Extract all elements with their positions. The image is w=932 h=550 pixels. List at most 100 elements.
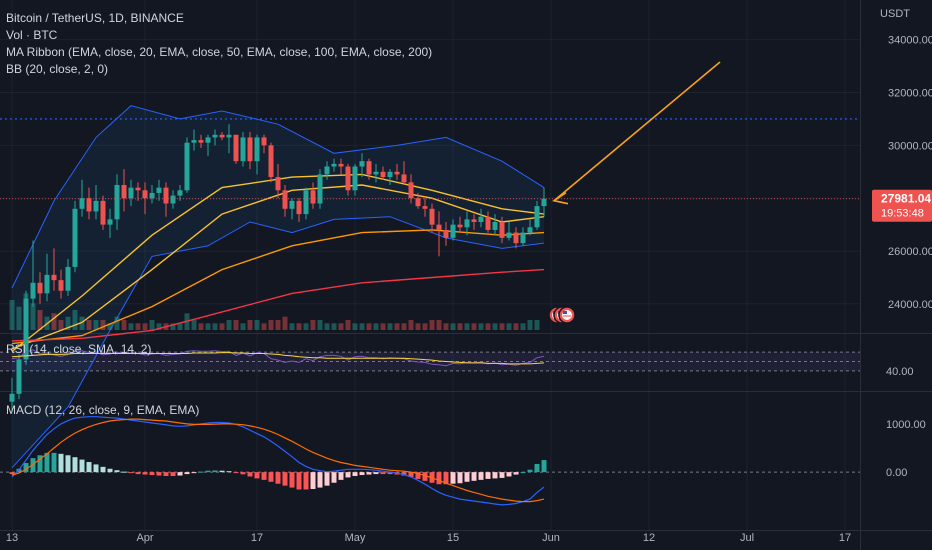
volume-bar <box>317 320 323 330</box>
macd-histogram-bar <box>219 470 225 473</box>
volume-bar <box>296 323 302 330</box>
macd-histogram-bar <box>170 472 176 476</box>
macd-histogram-bar <box>527 469 533 473</box>
bollinger-legend[interactable]: BB (20, close, 2, 0) <box>6 62 109 76</box>
time-tick-label: May <box>345 532 366 544</box>
macd-histogram-bar <box>177 472 183 476</box>
flag-canton <box>563 311 567 314</box>
macd-histogram-bar <box>114 470 120 473</box>
volume-bar <box>30 303 36 330</box>
volume-bar <box>212 323 218 330</box>
volume-bar <box>177 323 183 330</box>
macd-histogram-bar <box>457 472 463 484</box>
volume-bar <box>401 323 407 330</box>
macd-histogram-bar <box>226 471 232 473</box>
candle-body <box>170 195 176 204</box>
candle-body <box>100 200 106 225</box>
volume-bar <box>303 323 309 330</box>
macd-histogram-bar <box>86 462 92 473</box>
candle-body <box>23 298 29 360</box>
volume-bar <box>58 320 64 330</box>
volume-bar <box>268 320 274 330</box>
volume-bar <box>93 320 99 330</box>
candle-body <box>16 359 22 394</box>
volume-bar <box>415 323 421 330</box>
volume-bar <box>121 320 127 330</box>
candle-body <box>58 280 64 291</box>
candle-body <box>443 229 449 238</box>
time-tick-label: Apr <box>136 532 153 544</box>
candle-body <box>51 274 57 281</box>
candle-body <box>261 137 267 146</box>
candle-body <box>338 163 344 167</box>
volume-bar <box>345 320 351 330</box>
ema-50-line <box>11 184 545 350</box>
candle-body <box>93 200 99 212</box>
ma-ribbon-legend[interactable]: MA Ribbon (EMA, close, 20, EMA, close, 5… <box>6 45 433 59</box>
candle-body <box>268 145 274 178</box>
candle-body <box>205 137 211 143</box>
macd-histogram-bar <box>156 472 162 476</box>
volume-bar <box>464 323 470 330</box>
candle-body <box>450 224 456 238</box>
volume-bar <box>198 323 204 330</box>
candle-body <box>478 216 484 222</box>
candles <box>9 124 547 413</box>
candle-body <box>79 198 85 209</box>
macd-histogram-bar <box>191 472 197 474</box>
candle-body <box>415 198 421 207</box>
macd-histogram-bar <box>65 455 71 473</box>
volume-bar <box>534 320 540 330</box>
volume-bar <box>359 323 365 330</box>
candle-body <box>534 206 540 228</box>
us-flag-icon <box>548 306 576 324</box>
currency-label: USDT <box>880 8 910 20</box>
macd-histogram-bar <box>534 463 540 473</box>
candle-body <box>387 171 393 178</box>
macd-histogram-bar <box>30 458 36 473</box>
candle-body <box>198 140 204 143</box>
volume-bar <box>72 310 78 330</box>
volume-bar <box>170 323 176 330</box>
candle-body <box>520 232 526 244</box>
candle-body <box>289 200 295 209</box>
volume-bar <box>65 316 71 330</box>
candle-body <box>219 134 225 138</box>
volume-bar <box>478 323 484 330</box>
volume-bar <box>135 323 141 330</box>
macd-histogram-bar <box>142 472 148 475</box>
volume-legend[interactable]: Vol · BTC <box>6 28 58 42</box>
macd-legend[interactable]: MACD (12, 26, close, 9, EMA, EMA) <box>6 403 200 417</box>
macd-histogram-bar <box>345 472 351 478</box>
macd-histogram-bar <box>513 472 519 475</box>
candle-body <box>492 222 498 230</box>
candle-body <box>282 190 288 209</box>
volume-bar <box>443 323 449 330</box>
time-tick-label: 15 <box>447 532 459 544</box>
candle-body <box>394 171 400 175</box>
candle-body <box>163 187 169 204</box>
volume-bar <box>373 323 379 330</box>
macd-histogram-bar <box>121 471 127 473</box>
chart-symbol-title[interactable]: Bitcoin / TetherUS, 1D, BINANCE <box>6 11 184 25</box>
macd-histogram-bar <box>254 472 260 479</box>
macd-histogram-bar <box>212 470 218 473</box>
macd-histogram-bar <box>408 472 414 477</box>
candle-body <box>191 140 197 143</box>
rsi-legend[interactable]: RSI (14, close, SMA, 14, 2) <box>6 342 152 356</box>
candle-body <box>429 208 435 225</box>
candle-body <box>212 134 218 138</box>
macd-histogram-bar <box>317 472 323 488</box>
volume-bar <box>240 323 246 330</box>
candle-body <box>464 219 470 228</box>
price-tick-label: 24000.00 <box>888 299 932 311</box>
candle-body <box>107 219 113 225</box>
rsi-band-fill <box>0 352 860 371</box>
macd-histogram-bar <box>310 472 316 490</box>
candle-body <box>373 171 379 175</box>
volume-bar <box>107 323 113 330</box>
macd-histogram-bar <box>233 472 239 474</box>
candle-body <box>401 174 407 183</box>
